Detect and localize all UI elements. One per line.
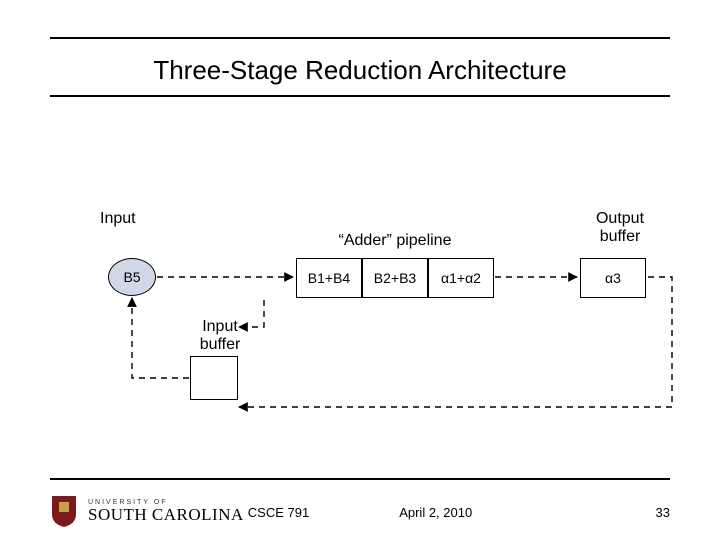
footer-date: April 2, 2010 [399,505,472,520]
footer-course: CSCE 791 [248,505,309,520]
output-stage-text: α3 [605,270,621,286]
pipeline-stage: B2+B3 [362,258,428,298]
input-buffer-box [190,356,238,400]
output-stage: α3 [580,258,646,298]
rule-bottom [50,478,670,480]
rule-top [50,37,670,39]
rule-mid [50,95,670,97]
stage-text: B1+B4 [308,270,350,286]
pipeline-stage: B1+B4 [296,258,362,298]
pipeline-stage: α1+α2 [428,258,494,298]
output-buffer-label: Output buffer [580,210,660,246]
footer-page: 33 [656,505,670,520]
adder-pipeline-label: “Adder” pipeline [300,232,490,250]
stage-text: B2+B3 [374,270,416,286]
input-label: Input [100,210,136,228]
slide-title: Three-Stage Reduction Architecture [0,55,720,86]
footer-center: CSCE 791 April 2, 2010 [0,505,720,520]
input-node-text: B5 [123,269,140,285]
input-buffer-label: Input buffer [190,318,250,354]
stage-text: α1+α2 [441,270,481,286]
input-node: B5 [108,258,156,296]
